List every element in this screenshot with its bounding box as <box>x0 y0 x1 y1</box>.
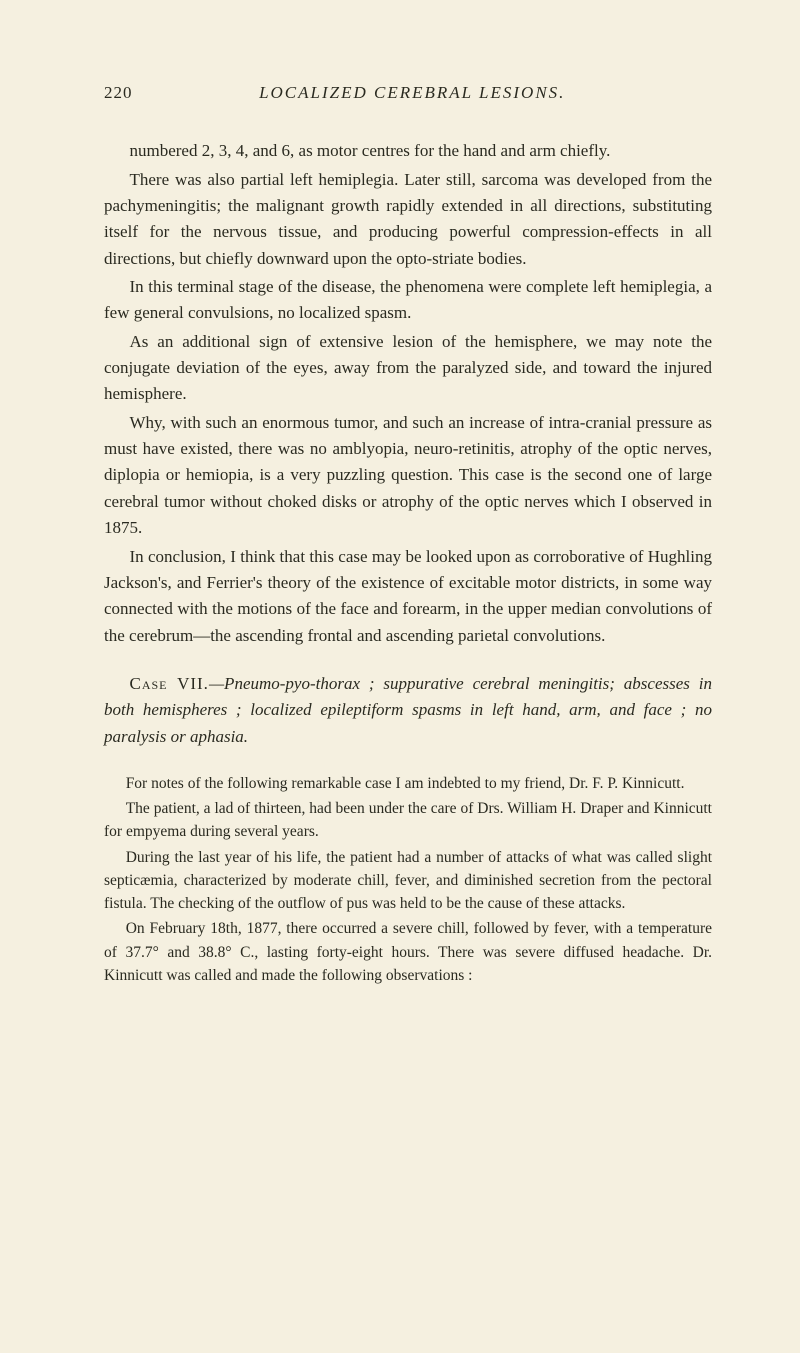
note-paragraph: For notes of the following remarkable ca… <box>104 772 712 795</box>
case-notes: For notes of the following remarkable ca… <box>104 772 712 987</box>
body-paragraph: In conclusion, I think that this case ma… <box>104 544 712 649</box>
note-paragraph: During the last year of his life, the pa… <box>104 846 712 916</box>
case-label: Case VII. <box>130 674 209 693</box>
header-spacer <box>692 80 712 106</box>
body-paragraph: numbered 2, 3, 4, and 6, as motor centre… <box>104 138 712 164</box>
body-paragraph: There was also partial left hemiplegia. … <box>104 167 712 272</box>
case-heading: Case VII.—Pneumo-pyo-thorax ; suppurativ… <box>104 671 712 750</box>
running-title: LOCALIZED CEREBRAL LESIONS. <box>259 80 565 106</box>
note-paragraph: The patient, a lad of thirteen, had been… <box>104 797 712 844</box>
body-paragraph: Why, with such an enormous tumor, and su… <box>104 410 712 542</box>
page: 220 LOCALIZED CEREBRAL LESIONS. numbered… <box>0 0 800 1089</box>
note-paragraph: On February 18th, 1877, there occurred a… <box>104 917 712 987</box>
body-paragraph: In this terminal stage of the disease, t… <box>104 274 712 327</box>
body-paragraph: As an additional sign of extensive lesio… <box>104 329 712 408</box>
page-header: 220 LOCALIZED CEREBRAL LESIONS. <box>104 80 712 106</box>
page-number: 220 <box>104 80 133 106</box>
